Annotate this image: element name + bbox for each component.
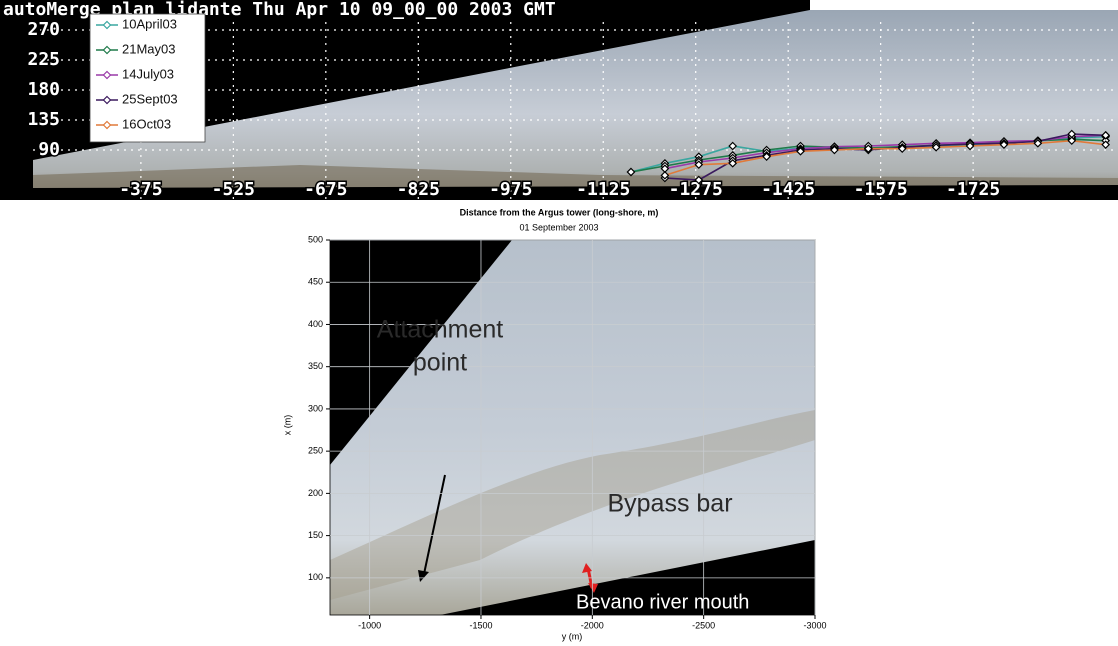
- x-tick-label: -1275: [669, 179, 723, 200]
- bottom-image: [330, 240, 815, 615]
- annotation: Bypass bar: [607, 490, 732, 518]
- x-tick-label: -675: [304, 179, 347, 200]
- chart-title: 01 September 2003: [519, 222, 598, 232]
- x-tick-label: -1000: [358, 620, 381, 630]
- y-tick-label: 300: [308, 403, 323, 413]
- x-tick-label: -975: [489, 179, 532, 200]
- y-tick-label: 350: [308, 361, 323, 371]
- y-tick-label: 135: [27, 109, 60, 130]
- chart-title: autoMerge plan lidante Thu Apr 10 09_00_…: [3, 0, 556, 20]
- y-tick-label: 250: [308, 446, 323, 456]
- y-tick-label: 90: [38, 139, 60, 160]
- y-tick-label: 200: [308, 488, 323, 498]
- annotation: point: [413, 349, 467, 377]
- y-tick-label: 500: [308, 234, 323, 244]
- x-tick-label: -1725: [946, 179, 1000, 200]
- y-tick-label: 225: [27, 49, 60, 70]
- y-tick-label: 180: [27, 79, 60, 100]
- annotation: Bevano river mouth: [576, 591, 749, 613]
- legend-label: 16Oct03: [122, 116, 171, 131]
- x-tick-label: -2000: [581, 620, 604, 630]
- x-axis-label: Distance from the Argus tower (long-shor…: [460, 207, 659, 217]
- x-tick-label: -375: [119, 179, 162, 200]
- legend-label: 10April03: [122, 16, 177, 31]
- x-tick-label: -525: [212, 179, 255, 200]
- x-tick-label: -1125: [576, 179, 630, 200]
- y-tick-label: 100: [308, 572, 323, 582]
- y-tick-label: 400: [308, 319, 323, 329]
- figure: autoMerge plan lidante Thu Apr 10 09_00_…: [0, 0, 1118, 646]
- y-tick-label: 150: [308, 530, 323, 540]
- x-tick-label: -1425: [761, 179, 815, 200]
- x-tick-label: -1575: [854, 179, 908, 200]
- x-tick-label: -3000: [803, 620, 826, 630]
- legend-label: 25Sept03: [122, 91, 178, 106]
- y-axis-label: x (m): [282, 415, 292, 436]
- legend-label: 21May03: [122, 41, 175, 56]
- annotation: Attachment: [377, 316, 504, 344]
- x-tick-label: -825: [397, 179, 440, 200]
- y-axis-label: Cross shore distance (m): [8, 51, 18, 159]
- x-axis-label: y (m): [562, 631, 583, 641]
- legend-label: 14July03: [122, 66, 174, 81]
- x-tick-label: -1500: [469, 620, 492, 630]
- x-tick-label: -2500: [692, 620, 715, 630]
- page: autoMerge plan lidante Thu Apr 10 09_00_…: [0, 0, 1118, 646]
- y-tick-label: 450: [308, 277, 323, 287]
- y-tick-label: 270: [27, 19, 60, 40]
